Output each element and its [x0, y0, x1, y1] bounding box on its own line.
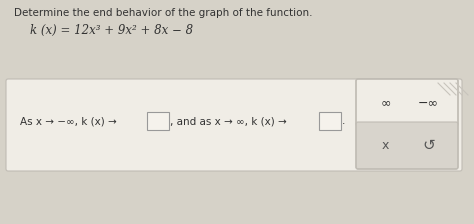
Text: , and as x → ∞, k (x) →: , and as x → ∞, k (x) → [170, 116, 287, 126]
FancyBboxPatch shape [356, 79, 458, 126]
Text: x: x [382, 139, 389, 152]
Text: ∞: ∞ [380, 96, 391, 109]
Text: Determine the end behavior of the graph of the function.: Determine the end behavior of the graph … [14, 8, 312, 18]
FancyBboxPatch shape [6, 79, 462, 171]
Text: ↺: ↺ [422, 138, 435, 153]
Text: k (x) = 12x³ + 9x² + 8x − 8: k (x) = 12x³ + 9x² + 8x − 8 [30, 24, 193, 37]
Text: As x → −∞, k (x) →: As x → −∞, k (x) → [20, 116, 117, 126]
FancyBboxPatch shape [319, 112, 341, 130]
Text: −∞: −∞ [418, 96, 439, 109]
FancyBboxPatch shape [147, 112, 169, 130]
Text: .: . [342, 116, 346, 126]
FancyBboxPatch shape [356, 122, 458, 169]
